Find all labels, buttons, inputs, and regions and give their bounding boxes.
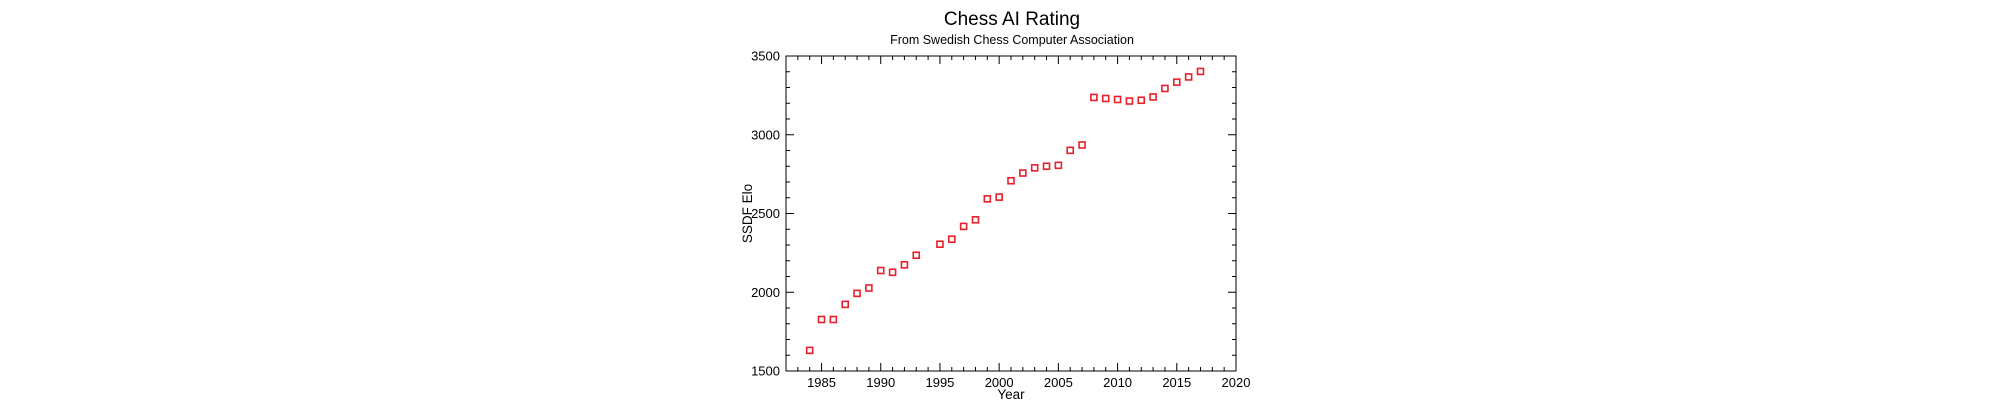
- data-point: [1101, 94, 1110, 103]
- data-point: [841, 300, 850, 309]
- data-point: [865, 284, 873, 292]
- data-point: [829, 315, 838, 324]
- x-tick-label: 1990: [866, 375, 895, 390]
- axis-ticks: [785, 55, 1237, 372]
- y-tick-label: 3000: [751, 127, 780, 142]
- x-tick-label: 1985: [807, 375, 836, 390]
- data-point: [853, 289, 861, 298]
- data-point: [1137, 96, 1146, 105]
- x-axis-label: Year: [997, 387, 1025, 402]
- data-point: [888, 268, 897, 277]
- data-point: [1161, 84, 1169, 93]
- chart-title: Chess AI Rating: [944, 9, 1080, 30]
- data-point: [1007, 176, 1015, 185]
- x-tick-label: 1995: [925, 375, 954, 390]
- data-point: [1184, 73, 1193, 81]
- chart-subtitle: From Swedish Chess Computer Association: [890, 33, 1134, 47]
- data-point: [1066, 146, 1075, 155]
- data-point: [1196, 67, 1205, 76]
- data-point: [1030, 164, 1039, 172]
- data-point: [1054, 161, 1063, 170]
- y-tick-label: 1500: [751, 364, 780, 379]
- data-point: [1090, 93, 1098, 102]
- data-point: [900, 261, 909, 269]
- data-point: [1042, 162, 1051, 171]
- x-tick-label: 2020: [1222, 375, 1251, 390]
- data-point: [1172, 78, 1181, 86]
- data-point: [912, 251, 921, 260]
- data-point: [995, 193, 1003, 201]
- data-point: [1125, 97, 1134, 105]
- data-point: [1113, 95, 1122, 104]
- data-point: [817, 315, 826, 324]
- data-point: [983, 195, 992, 203]
- plot-frame: [785, 55, 1237, 372]
- y-axis-label: SSDF Elo: [740, 184, 755, 243]
- data-point: [1078, 141, 1086, 149]
- data-point: [1149, 93, 1157, 101]
- y-tick-label: 2000: [751, 285, 780, 300]
- data-point: [936, 240, 944, 249]
- data-point: [876, 266, 885, 275]
- x-tick-label: 2010: [1103, 375, 1132, 390]
- y-tick-label: 2500: [751, 206, 780, 221]
- data-point: [947, 235, 956, 243]
- data-point: [959, 222, 968, 231]
- x-tick-label: 2015: [1162, 375, 1191, 390]
- data-point: [971, 216, 980, 224]
- data-point: [805, 346, 814, 355]
- tick-labels: 1985 1990 1995 2000 2005 2010 2015 2020 1500 2000…: [751, 49, 1250, 391]
- y-tick-label: 3500: [751, 49, 780, 64]
- x-tick-label: 2000: [985, 375, 1014, 390]
- x-tick-label: 2005: [1044, 375, 1073, 390]
- data-points: [805, 67, 1205, 355]
- data-point: [1019, 169, 1027, 177]
